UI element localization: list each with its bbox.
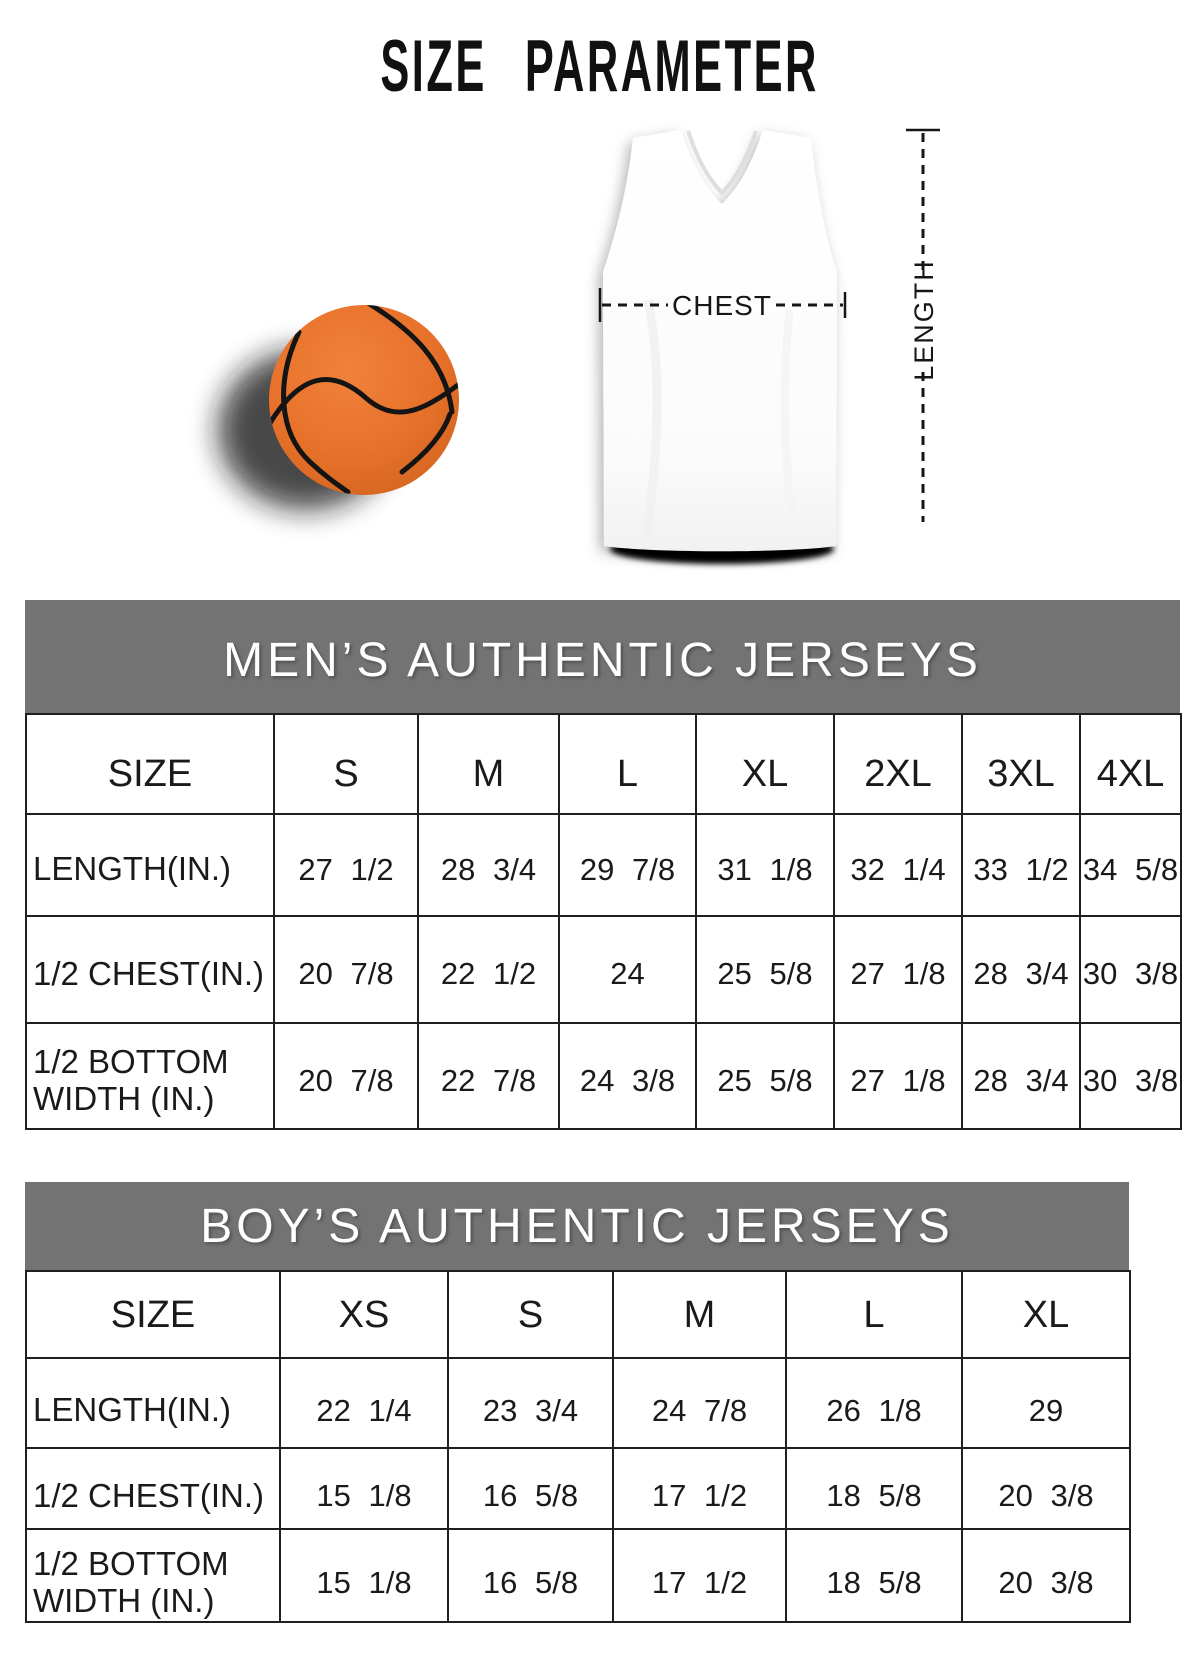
size-value: 20 3/8 (961, 1447, 1131, 1530)
row-label-half-chest: 1/2 CHEST(IN.) (25, 1447, 281, 1530)
jersey-body (603, 130, 837, 552)
row-label-half-bottom-width: 1/2 BOTTOM WIDTH (IN.) (25, 1022, 275, 1130)
column-header-s: S (273, 713, 419, 815)
size-value: 24 3/8 (558, 1022, 697, 1130)
boys-half-bottom-width-row: 1/2 BOTTOM WIDTH (IN.) 15 1/8 16 5/8 17 … (25, 1528, 1131, 1623)
basketball-ball (269, 305, 459, 495)
boys-header-row: SIZE XS S M L XL (25, 1270, 1131, 1359)
column-header-3xl: 3XL (961, 713, 1081, 815)
page-title-text: SIZE PARAMETER (380, 25, 820, 107)
mens-length-row: LENGTH(IN.) 27 1/2 28 3/4 29 7/8 31 1/8 … (25, 813, 1182, 917)
size-diagram: CHEST LENGTH (218, 128, 940, 564)
column-header-size: SIZE (25, 713, 275, 815)
jersey-crease-2 (780, 309, 798, 539)
size-value: 28 3/4 (417, 813, 560, 917)
mens-table-title: MEN’S AUTHENTIC JERSEYS (223, 634, 982, 687)
boys-table-title-band: BOY’S AUTHENTIC JERSEYS (25, 1182, 1129, 1270)
size-value: 26 1/8 (785, 1357, 963, 1449)
page-title: SIZE PARAMETER (0, 24, 1200, 107)
size-value: 24 (558, 915, 697, 1024)
mens-table-title-band: MEN’S AUTHENTIC JERSEYS (25, 600, 1180, 713)
basketball-seams (269, 305, 459, 495)
column-header-xl: XL (695, 713, 835, 815)
column-header-s: S (447, 1270, 614, 1359)
size-value: 28 3/4 (961, 915, 1081, 1024)
size-value: 20 7/8 (273, 915, 419, 1024)
size-value: 28 3/4 (961, 1022, 1081, 1130)
length-measure-line: LENGTH (906, 128, 940, 522)
row-label-half-bottom-width: 1/2 BOTTOM WIDTH (IN.) (25, 1528, 281, 1623)
row-label-length: LENGTH(IN.) (25, 1357, 281, 1449)
length-label: LENGTH (909, 259, 939, 381)
mens-half-bottom-width-row: 1/2 BOTTOM WIDTH (IN.) 20 7/8 22 7/8 24 … (25, 1022, 1182, 1130)
column-header-l: L (785, 1270, 963, 1359)
size-value: 24 7/8 (612, 1357, 787, 1449)
size-value: 27 1/2 (273, 813, 419, 917)
boys-half-chest-row: 1/2 CHEST(IN.) 15 1/8 16 5/8 17 1/2 18 5… (25, 1447, 1131, 1530)
column-header-l: L (558, 713, 697, 815)
size-value: 17 1/2 (612, 1528, 787, 1623)
column-header-size: SIZE (25, 1270, 281, 1359)
size-value: 27 1/8 (833, 1022, 963, 1130)
column-header-m: M (417, 713, 560, 815)
size-value: 25 5/8 (695, 1022, 835, 1130)
size-value: 16 5/8 (447, 1447, 614, 1530)
size-value: 20 3/8 (961, 1528, 1131, 1623)
size-value: 25 5/8 (695, 915, 835, 1024)
column-header-m: M (612, 1270, 787, 1359)
row-label-length: LENGTH(IN.) (25, 813, 275, 917)
size-value: 17 1/2 (612, 1447, 787, 1530)
jersey-collar (686, 130, 758, 196)
jersey-image (603, 130, 837, 564)
size-value: 30 3/8 (1079, 1022, 1182, 1130)
boys-size-section: BOY’S AUTHENTIC JERSEYS SIZE XS S M L XL… (25, 1182, 1131, 1623)
size-value: 31 1/8 (695, 813, 835, 917)
size-value: 18 5/8 (785, 1528, 963, 1623)
size-value: 15 1/8 (279, 1528, 449, 1623)
mens-header-row: SIZE S M L XL 2XL 3XL 4XL (25, 713, 1182, 815)
boys-table-title: BOY’S AUTHENTIC JERSEYS (200, 1199, 954, 1253)
basketball-image (218, 305, 459, 510)
size-value: 27 1/8 (833, 915, 963, 1024)
chest-label: CHEST (672, 290, 772, 321)
column-header-xs: XS (279, 1270, 449, 1359)
size-value: 22 7/8 (417, 1022, 560, 1130)
size-value: 29 7/8 (558, 813, 697, 917)
column-header-xl: XL (961, 1270, 1131, 1359)
size-value: 29 (961, 1357, 1131, 1449)
size-value: 30 3/8 (1079, 915, 1182, 1024)
column-header-2xl: 2XL (833, 713, 963, 815)
column-header-4xl: 4XL (1079, 713, 1182, 815)
size-value: 33 1/2 (961, 813, 1081, 917)
size-value: 32 1/4 (833, 813, 963, 917)
boys-length-row: LENGTH(IN.) 22 1/4 23 3/4 24 7/8 26 1/8 … (25, 1357, 1131, 1449)
chest-measure-line: CHEST (598, 288, 847, 322)
mens-size-section: MEN’S AUTHENTIC JERSEYS SIZE S M L XL 2X… (25, 600, 1182, 1130)
size-value: 16 5/8 (447, 1528, 614, 1623)
size-value: 23 3/4 (447, 1357, 614, 1449)
size-value: 22 1/2 (417, 915, 560, 1024)
jersey-crease (641, 299, 662, 539)
boys-size-table: SIZE XS S M L XL LENGTH(IN.) 22 1/4 23 3… (25, 1270, 1131, 1623)
size-value: 20 7/8 (273, 1022, 419, 1130)
size-value: 18 5/8 (785, 1447, 963, 1530)
mens-half-chest-row: 1/2 CHEST(IN.) 20 7/8 22 1/2 24 25 5/8 2… (25, 915, 1182, 1024)
row-label-half-chest: 1/2 CHEST(IN.) (25, 915, 275, 1024)
size-value: 22 1/4 (279, 1357, 449, 1449)
mens-size-table: SIZE S M L XL 2XL 3XL 4XL LENGTH(IN.) 27… (25, 713, 1182, 1130)
size-value: 15 1/8 (279, 1447, 449, 1530)
size-value: 34 5/8 (1079, 813, 1182, 917)
